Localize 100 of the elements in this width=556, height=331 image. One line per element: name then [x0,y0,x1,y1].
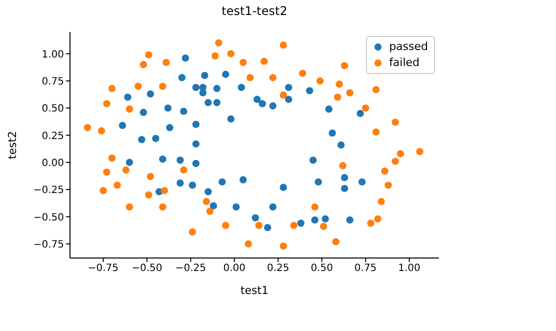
point [416,148,424,156]
point [328,129,336,137]
point [269,74,276,82]
point [269,203,276,211]
point [146,172,154,180]
point [334,94,342,101]
point [100,187,107,194]
y-axis-title: test2 [6,130,19,160]
point [240,176,247,184]
point [192,140,200,148]
point [227,50,234,58]
point [180,166,188,174]
chart-title: test1-test2 [220,4,288,18]
point [212,52,219,60]
point [384,182,392,189]
point [222,222,230,230]
point [213,99,220,106]
point [280,242,287,250]
point [182,54,190,62]
point [340,62,348,70]
point [336,80,343,88]
point [180,108,188,115]
point [145,51,152,58]
point [311,203,318,211]
point [264,224,272,232]
point [103,168,110,176]
point [103,100,110,108]
point [124,94,132,101]
x-tick-label: 0.75 [354,263,377,274]
point [192,84,200,92]
point [240,58,247,66]
point [108,154,116,162]
x-tick-label: −0.25 [175,263,206,274]
point [162,58,170,66]
point [244,240,252,248]
point [122,166,130,174]
point [176,156,184,164]
point [138,136,146,144]
x-tick-label: 1.00 [398,263,420,274]
point [252,214,259,222]
point [178,74,186,82]
point [206,208,214,215]
point [146,90,154,98]
point [152,134,160,142]
point [192,120,200,128]
y-tick-label: 0.75 [42,76,64,88]
point [280,91,287,99]
point [188,182,196,189]
point [340,184,348,192]
point [176,179,184,187]
point [254,96,261,103]
point [356,110,364,118]
point [311,216,318,224]
legend-label: failed [389,55,420,71]
point [118,122,126,130]
point [340,174,348,182]
point [269,102,276,110]
point [285,84,292,92]
y-tick-label: 0.50 [42,104,64,115]
point [134,82,142,90]
point [192,160,200,168]
point [227,115,234,123]
y-tick-label: −0.50 [33,212,64,224]
point [159,156,166,163]
point [332,238,340,246]
point [159,203,166,211]
point [199,89,207,96]
point [140,60,148,68]
point [218,178,226,186]
point [201,72,208,80]
legend-label: passed [389,39,428,55]
point [372,128,380,136]
point [280,41,287,49]
point [255,222,262,230]
point [222,70,230,78]
point [314,178,322,186]
point [378,198,385,206]
x-axis-title: test1 [240,284,269,297]
point [346,216,354,224]
y-tick-label: −0.75 [33,239,64,250]
point [188,228,196,236]
point [260,58,268,65]
point [374,215,382,222]
point [140,108,148,116]
point [232,203,240,211]
point [290,222,298,230]
point [392,158,399,165]
point [204,188,212,196]
point [372,86,380,94]
point [280,184,287,191]
point [392,118,399,126]
y-tick-label: 1.00 [42,49,64,60]
y-tick-label: 0.25 [42,130,64,142]
point [126,106,134,113]
point [337,141,345,149]
point [246,74,254,82]
point [258,100,266,108]
y-tick-label: 0.00 [42,158,64,169]
x-tick-label: −0.75 [88,263,119,274]
point [164,104,172,112]
